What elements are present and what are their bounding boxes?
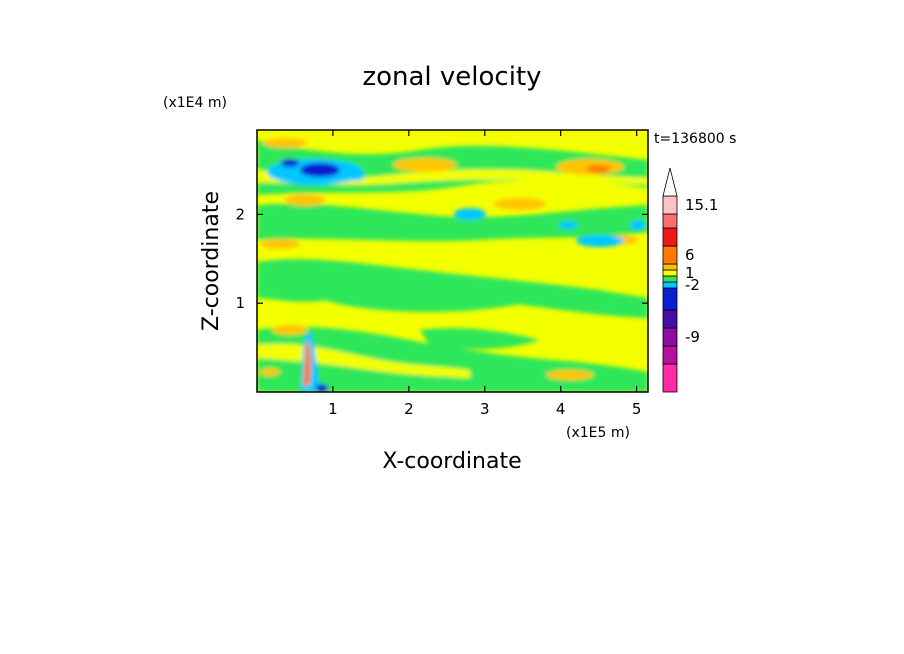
colorbar-label: 6: [685, 246, 695, 264]
cyan-patch: [345, 171, 365, 181]
colorbar-extend-triangle: [662, 167, 678, 197]
green-band: [257, 259, 648, 318]
cyan-patch: [576, 235, 624, 247]
colorbar-label: -9: [685, 328, 700, 346]
colorbar-segment: [662, 269, 678, 277]
colorbar-segment: [662, 263, 678, 271]
colorbar-segment: [662, 327, 678, 347]
colorbar: -9 -216 15.1: [662, 167, 718, 393]
x-axis: 1 2 3 4 5: [328, 130, 641, 418]
colorbar-segment: [662, 363, 678, 393]
y-axis-label: Z-coordinate: [199, 191, 224, 331]
colorbar-label: 15.1: [685, 196, 718, 214]
y-multiplier-label: (x1E4 m): [163, 95, 227, 111]
colorbar-segment: [662, 195, 678, 215]
contour-field: [257, 130, 648, 392]
cyan-patch: [558, 221, 578, 229]
orange-patch: [285, 194, 325, 206]
colorbar-segment: [662, 227, 678, 247]
orange-patch: [586, 165, 610, 173]
colorbar-segment: [662, 275, 678, 283]
orange-patch: [546, 370, 594, 380]
disturbance: [303, 340, 311, 385]
cyan-patch: [630, 220, 646, 230]
colorbar-label: 1: [685, 264, 695, 282]
chart-title: zonal velocity: [362, 62, 541, 92]
orange-patch: [263, 138, 307, 148]
green-band: [257, 203, 648, 242]
colorbar-segment: [662, 245, 678, 265]
orange-patch: [260, 368, 280, 376]
blue-patch: [281, 159, 299, 167]
blue-patch: [316, 384, 328, 392]
y-tick-label: 2: [235, 205, 245, 223]
orange-patch: [260, 239, 300, 249]
time-label: t=136800 s: [654, 131, 736, 147]
orange-patch: [272, 325, 308, 335]
colorbar-segment: [662, 309, 678, 329]
x-tick-label: 5: [632, 400, 642, 418]
orange-patch: [494, 198, 546, 210]
colorbar-segment: [662, 287, 678, 311]
colorbar-segment: [662, 345, 678, 365]
x-multiplier-label: (x1E5 m): [566, 425, 630, 441]
y-axis: 12: [235, 205, 648, 312]
y-tick-label: 1: [235, 294, 245, 312]
x-tick-label: 1: [328, 400, 338, 418]
green-band: [420, 328, 540, 350]
blue-patch: [300, 163, 340, 177]
colorbar-segment: [662, 213, 678, 229]
plot-frame: [256, 129, 649, 393]
orange-patch: [393, 158, 457, 172]
x-tick-label: 3: [480, 400, 490, 418]
colorbar-segment: [662, 281, 678, 289]
green-band: [300, 282, 520, 312]
x-tick-label: 2: [404, 400, 414, 418]
x-axis-label: X-coordinate: [382, 449, 521, 474]
colorbar-label: -2: [685, 276, 700, 294]
x-tick-label: 4: [556, 400, 566, 418]
cyan-patch: [454, 208, 486, 220]
